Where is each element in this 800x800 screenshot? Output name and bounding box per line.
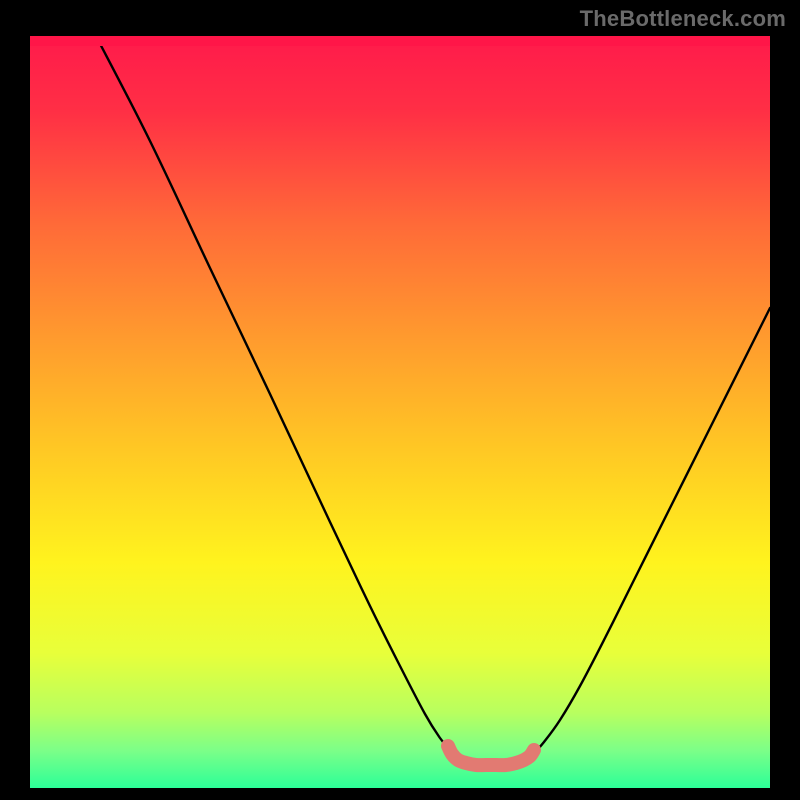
watermark-text: TheBottleneck.com — [580, 6, 786, 32]
curve-layer — [0, 0, 800, 800]
top-edge-mask — [30, 36, 770, 46]
chart-canvas: TheBottleneck.com — [0, 0, 800, 800]
trough-highlight — [448, 746, 534, 765]
bottleneck-curve — [96, 36, 770, 763]
